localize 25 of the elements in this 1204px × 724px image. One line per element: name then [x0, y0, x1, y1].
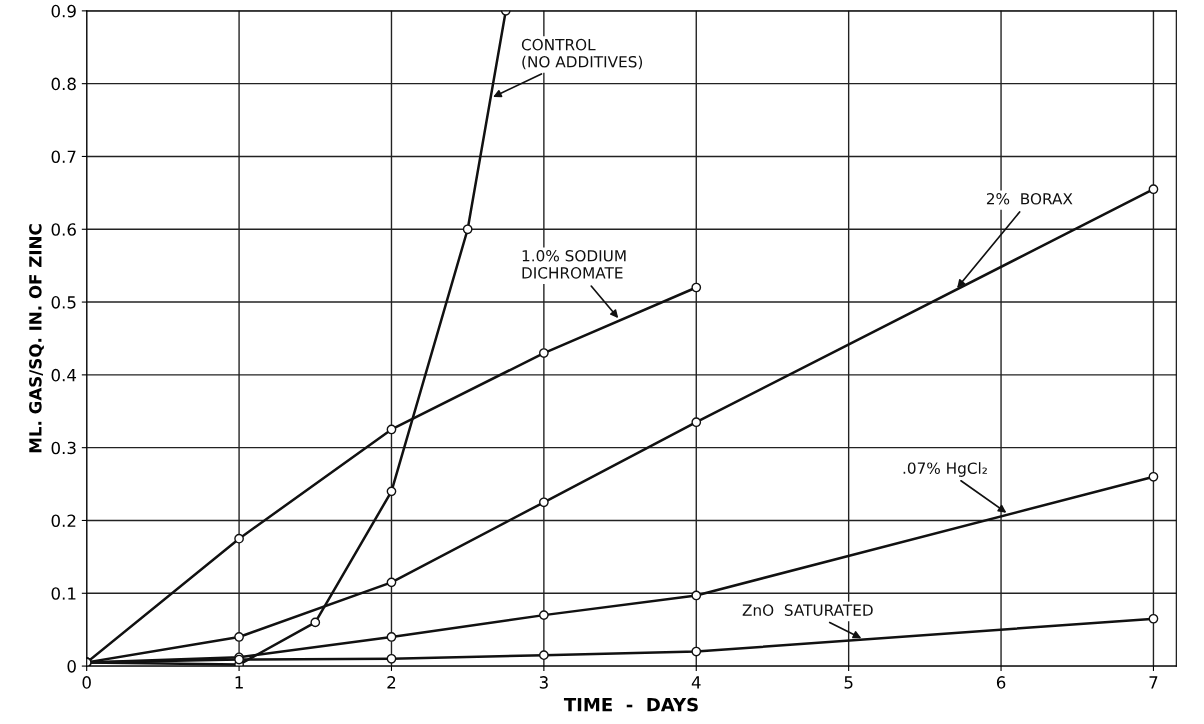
x-tick-label: 6	[996, 676, 1006, 689]
y-tick-label: 0.1	[51, 587, 76, 600]
x-tick-label: 0	[82, 676, 91, 689]
series-label: 2% BORAX	[986, 193, 1073, 205]
y-tick-label: 0.5	[51, 296, 76, 309]
y-tick-label: 0.3	[51, 441, 76, 455]
y-tick-label: 0.4	[51, 368, 77, 382]
y-tick-label: 0.6	[51, 223, 76, 236]
y-axis-title: ML. GAS/SQ. IN. OF ZINC	[29, 224, 44, 453]
x-tick-label: 1	[235, 676, 243, 689]
x-tick-label: 7	[1149, 676, 1158, 689]
x-tick-label: 3	[539, 676, 548, 689]
y-tick-label: 0.9	[51, 4, 76, 18]
x-axis-title: TIME - DAYS	[563, 697, 698, 712]
x-tick-label: 4	[691, 676, 701, 689]
x-tick-label: 5	[844, 676, 853, 689]
y-tick-label: 0.8	[51, 77, 76, 91]
text: 1.0% SODIUM DICHROMATE	[522, 249, 626, 279]
y-tick-label: 0.2	[51, 514, 76, 528]
series-label: ZnO SATURATED	[742, 604, 873, 616]
text: .07% HgCl₂	[903, 462, 987, 477]
y-tick-label: 0	[67, 660, 76, 673]
series-label: CONTROL (NO ADDITIVES)	[521, 38, 643, 70]
y-tick-label: 0.7	[51, 150, 76, 164]
x-tick-label: 2	[387, 676, 396, 689]
